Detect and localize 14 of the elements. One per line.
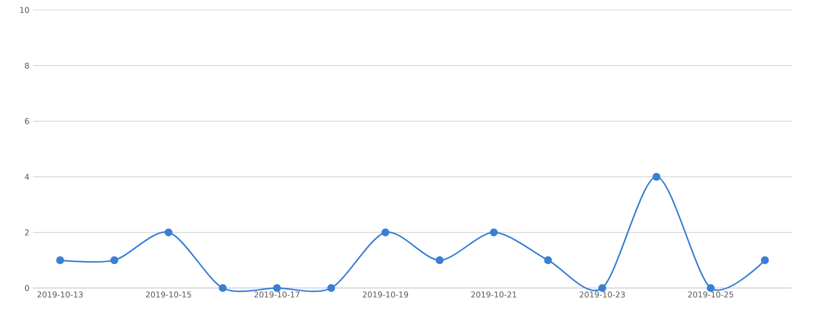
point: [760, 256, 769, 264]
point: [218, 284, 227, 292]
point: [436, 256, 444, 264]
point: [327, 284, 336, 292]
point: [164, 228, 172, 236]
point: [652, 172, 660, 181]
point: [706, 284, 715, 292]
point: [490, 228, 498, 236]
point: [273, 284, 281, 292]
point: [56, 256, 64, 264]
point: [544, 256, 552, 264]
point: [598, 284, 606, 292]
point: [381, 228, 390, 236]
point: [110, 256, 118, 264]
